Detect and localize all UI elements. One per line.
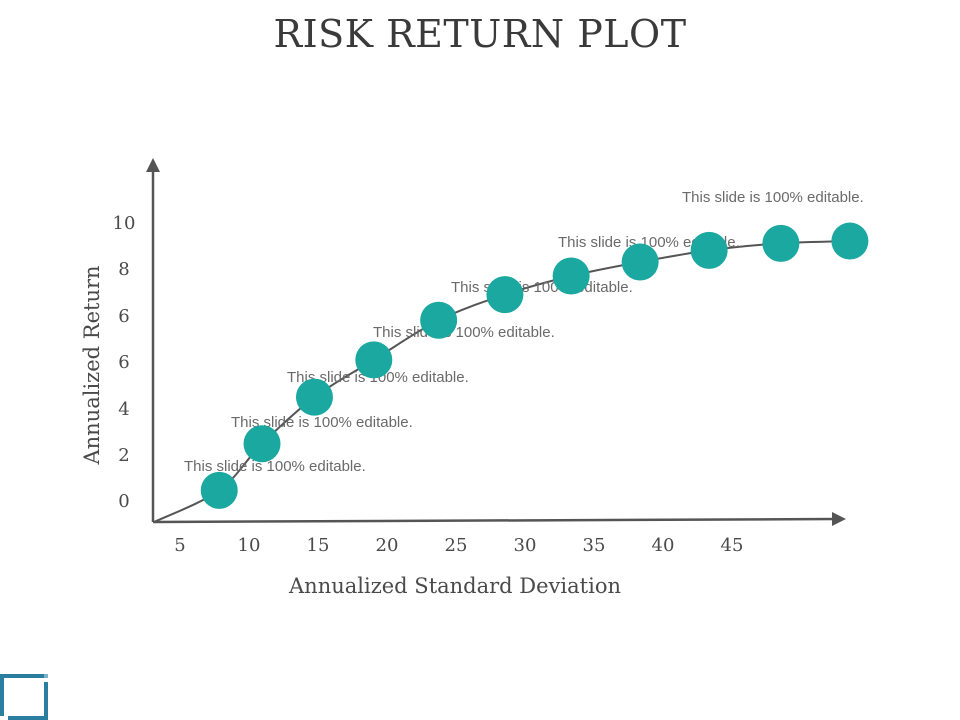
y-tick-label: 6 — [118, 306, 129, 327]
data-point — [420, 301, 458, 339]
data-point — [243, 425, 281, 463]
point-annotation: This slide is 100% editable. — [231, 414, 413, 431]
data-point — [762, 224, 800, 262]
y-tick-labels: 0 2 4 6 6 8 10 — [113, 213, 136, 512]
x-tick-label: 30 — [514, 535, 537, 556]
data-point — [552, 257, 590, 295]
x-tick-label: 40 — [652, 535, 675, 556]
data-point — [690, 231, 728, 269]
data-points — [200, 222, 869, 509]
y-axis-arrow — [146, 158, 160, 172]
x-axis-label: Annualized Standard Deviation — [288, 574, 621, 598]
x-axis — [152, 517, 837, 524]
point-annotation: This slide is 100% editable. — [184, 458, 366, 475]
x-tick-labels: 5 10 15 20 25 30 35 40 45 — [174, 535, 743, 556]
brand-corner-logo — [0, 674, 48, 720]
y-tick-label: 0 — [118, 491, 129, 512]
axes — [146, 158, 846, 526]
data-point — [486, 276, 524, 314]
x-axis-arrow — [832, 512, 846, 526]
y-axis-label: Annualized Return — [80, 265, 104, 465]
data-point — [621, 243, 659, 281]
point-annotation: This slide is 100% editable. — [373, 324, 555, 341]
x-tick-label: 5 — [174, 535, 185, 556]
data-point — [200, 471, 238, 509]
x-tick-label: 35 — [583, 535, 606, 556]
x-tick-label: 20 — [376, 535, 399, 556]
y-tick-label: 8 — [118, 259, 129, 280]
data-point — [831, 222, 869, 260]
chart-title: RISK RETURN PLOT — [273, 12, 687, 56]
x-tick-label: 45 — [721, 535, 744, 556]
x-tick-label: 10 — [238, 535, 261, 556]
y-tick-label: 4 — [118, 399, 129, 420]
data-point — [295, 378, 333, 416]
point-annotation: This slide is 100% editable. — [682, 189, 864, 206]
point-annotation: This slide is 100% editable. — [451, 279, 633, 296]
data-point — [355, 341, 393, 379]
y-tick-label: 6 — [118, 352, 129, 373]
x-tick-label: 15 — [307, 535, 330, 556]
y-tick-label: 10 — [113, 213, 136, 234]
y-tick-label: 2 — [118, 445, 129, 466]
x-tick-label: 25 — [445, 535, 468, 556]
annotations: This slide is 100% editable. This slide i… — [184, 189, 864, 475]
